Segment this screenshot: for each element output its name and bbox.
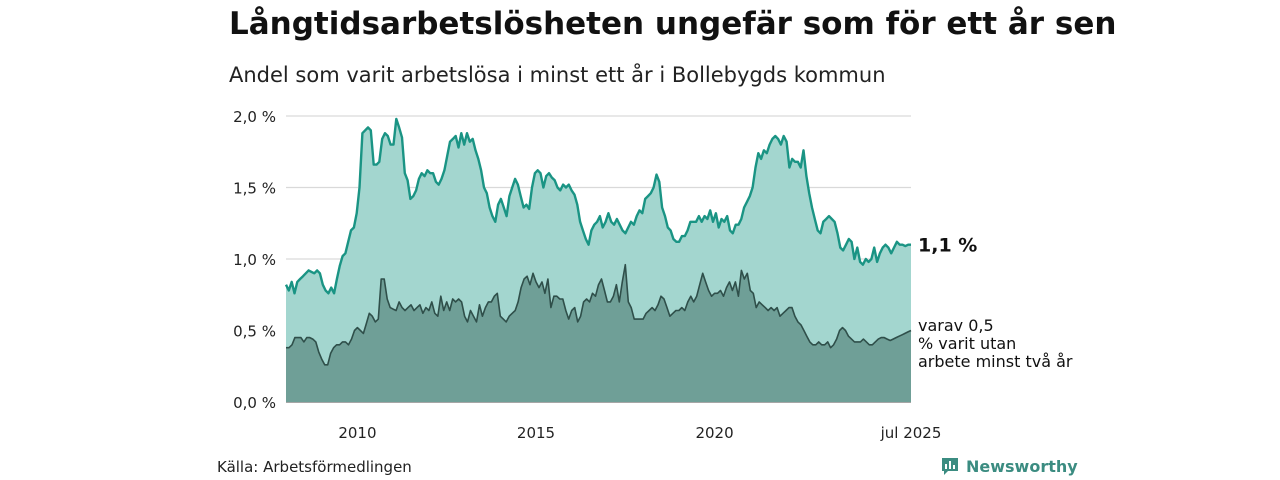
total-line (284, 117, 911, 295)
sub-line (286, 263, 912, 366)
y-tick-label: 2,0 % (233, 108, 276, 126)
x-tick-label: 2015 (517, 424, 555, 442)
y-tick-label: 1,0 % (233, 251, 276, 269)
sub-area (286, 264, 911, 402)
sub-series-label-line: varav 0,5 (918, 316, 994, 335)
y-tick-label: 1,5 % (233, 180, 276, 198)
x-tick-label: jul 2025 (880, 424, 942, 442)
sub-series-label-line: arbete minst två år (918, 352, 1073, 371)
chart-subtitle: Andel som varit arbetslösa i minst ett å… (229, 63, 886, 87)
bar-chart-logo-icon (942, 458, 958, 475)
y-axis: 0,0 % 0,5 % 1,0 % 1,5 % 2,0 % (233, 108, 276, 412)
y-tick-label: 0,0 % (233, 394, 276, 412)
y-tick-label: 0,5 % (233, 323, 276, 341)
brand-name: Newsworthy (966, 456, 1078, 476)
source-note: Källa: Arbetsförmedlingen (217, 458, 412, 476)
sub-series-label-line: % varit utan (918, 334, 1016, 353)
area-series (284, 117, 912, 403)
chart-title: Långtidsarbetslösheten ungefär som för e… (229, 6, 1117, 42)
brand-logo: Newsworthy (940, 456, 1078, 476)
total-series-label: 1,1 % (918, 235, 977, 257)
x-tick-label: 2020 (695, 424, 733, 442)
x-axis: 2010 2015 2020 jul 2025 (338, 424, 941, 442)
x-tick-label: 2010 (338, 424, 376, 442)
